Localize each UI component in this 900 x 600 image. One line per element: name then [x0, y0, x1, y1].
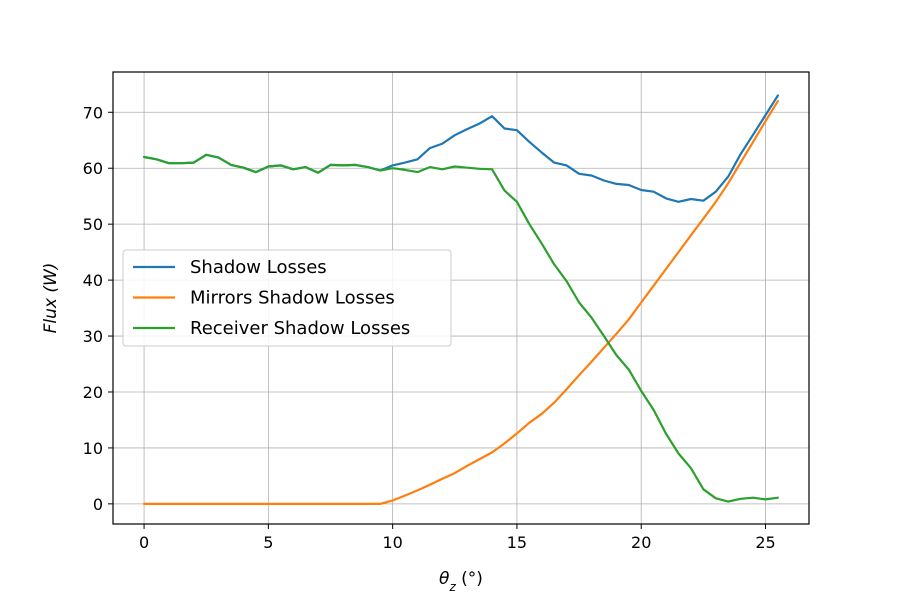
y-tick-label: 40: [83, 271, 103, 290]
series-line-3: [143, 153, 780, 503]
x-axis-label: θz (°): [439, 569, 483, 594]
legend-label: Receiver Shadow Losses: [190, 318, 410, 339]
plot-frame: [112, 71, 810, 525]
x-axis-label-subscript: z: [448, 580, 456, 594]
y-tick-label: 10: [83, 439, 103, 458]
x-tick-label: 20: [631, 533, 651, 552]
legend-label: Mirrors Shadow Losses: [190, 288, 395, 309]
y-tick-label: 60: [83, 159, 103, 178]
legend-label: Shadow Losses: [190, 257, 327, 278]
x-tick-label: 0: [139, 533, 149, 552]
y-tick-label: 0: [93, 495, 103, 514]
x-axis-label-symbol: θ: [439, 569, 450, 589]
x-tick-label: 10: [382, 533, 402, 552]
y-tick-label: 30: [83, 327, 103, 346]
x-axis-label-unit: (°): [456, 569, 483, 589]
x-tick-label: 25: [755, 533, 775, 552]
x-tick-label: 15: [507, 533, 527, 552]
x-tick-label: 5: [263, 533, 273, 552]
legend-box: [122, 249, 452, 347]
series-line-2: [143, 99, 780, 505]
y-tick-label: 20: [83, 383, 103, 402]
y-tick-label: 50: [83, 215, 103, 234]
legend: Shadow Losses Mirrors Shadow Losses Receiv…: [122, 249, 452, 347]
y-axis-label: Flux (W): [41, 263, 61, 334]
series-lines: [143, 94, 780, 505]
axis-ticks: 0 5 10 15 20 25 0 10 20 30 40 50 60 70: [83, 103, 776, 552]
y-tick-label: 70: [83, 103, 103, 122]
